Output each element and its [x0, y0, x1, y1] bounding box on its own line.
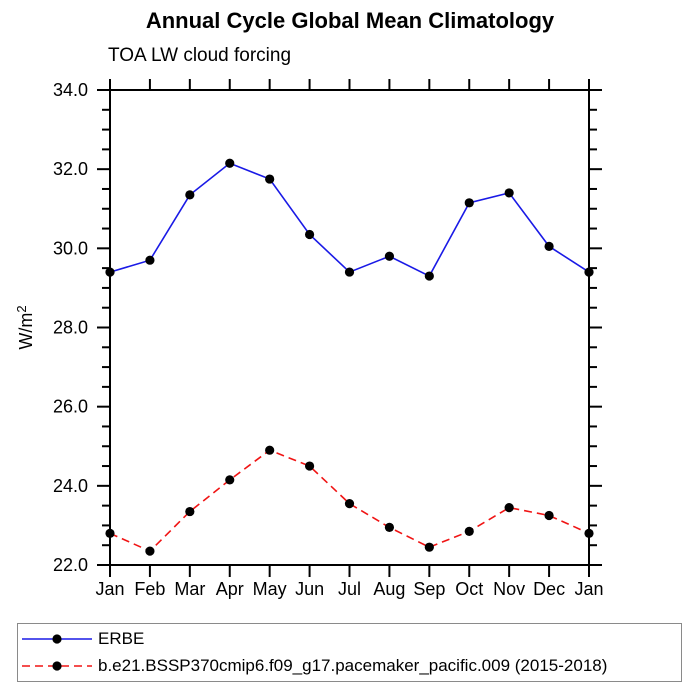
y-tick-label: 28.0: [53, 318, 88, 338]
y-tick-label: 26.0: [53, 397, 88, 417]
series-0-data-point: [384, 251, 395, 261]
legend-item-model: b.e21.BSSP370cmip6.f09_g17.pacemaker_pac…: [18, 653, 681, 680]
series-0-data-point: [424, 271, 434, 281]
legend-sample-marker: [52, 661, 62, 671]
x-tick-label: Dec: [533, 579, 565, 599]
series-1-data-point: [424, 542, 434, 552]
plot-border: [109, 89, 590, 566]
x-tick-label: Nov: [493, 579, 525, 599]
x-tick-label: Jul: [338, 579, 361, 599]
series-0-data-point: [464, 198, 474, 208]
series-0-data-point: [304, 229, 315, 240]
legend-box: ERBE b.e21.BSSP370cmip6.f09_g17.pacemake…: [17, 623, 682, 682]
chart-subtitle: TOA LW cloud forcing: [108, 45, 292, 66]
series-1-data-point: [344, 499, 355, 509]
x-tick-label: Jan: [574, 579, 603, 599]
x-tick-label: Mar: [174, 579, 205, 599]
x-tick-label: Aug: [373, 579, 405, 599]
series-0-data-point: [105, 267, 115, 277]
x-tick-label: Sep: [413, 579, 445, 599]
legend-label-model: b.e21.BSSP370cmip6.f09_g17.pacemaker_pac…: [98, 656, 608, 675]
series-1-data-point: [265, 445, 275, 455]
y-axis-label-superscript: 2: [14, 305, 29, 312]
legend-line-sample-erbe: [22, 634, 92, 644]
x-tick-label: Jun: [295, 579, 324, 599]
series-0-data-point: [225, 158, 235, 168]
series-line-0: [109, 162, 590, 278]
y-tick-label: 24.0: [53, 476, 88, 496]
legend-sample-marker: [52, 634, 62, 644]
series-0-data-point: [265, 174, 275, 184]
series-1-data-point: [504, 503, 514, 513]
x-tick-label: Jan: [95, 579, 124, 599]
series-0-data-point: [185, 190, 195, 200]
series-1-data-point: [105, 528, 115, 538]
series-1-data-point: [304, 461, 315, 471]
y-tick-label: 30.0: [53, 238, 88, 258]
legend-item-erbe: ERBE: [18, 626, 681, 653]
series-1-data-point: [584, 528, 594, 538]
series-1-data-point: [464, 526, 474, 536]
x-tick-label: Apr: [216, 579, 244, 599]
series-0-data-point: [544, 241, 554, 251]
legend-label-erbe: ERBE: [98, 629, 145, 648]
legend-line-sample-model: [22, 661, 92, 671]
y-tick-label: 32.0: [53, 159, 88, 179]
series-1-data-point: [544, 510, 554, 521]
series-1-data-point: [225, 475, 235, 485]
series-1-data-point: [185, 506, 195, 517]
series-1-data-point: [145, 546, 155, 556]
y-tick-label: 34.0: [53, 80, 88, 100]
series-0-data-point: [584, 267, 594, 277]
y-axis-label: W/m2: [14, 305, 36, 349]
series-0-data-point: [344, 267, 355, 277]
series-0-data-point: [504, 188, 514, 198]
series-0-data-point: [145, 255, 155, 265]
x-tick-label: May: [253, 579, 287, 599]
y-tick-label: 22.0: [53, 555, 88, 575]
x-tick-label: Feb: [134, 579, 165, 599]
series-1-data-point: [384, 522, 395, 532]
chart-title: Annual Cycle Global Mean Climatology: [145, 8, 555, 33]
plot-area: 22.0 24.0 26.0 28.0 30.0 32.0 34.0 Jan Feb Mar Apr…: [14, 79, 604, 599]
x-tick-label: Oct: [455, 579, 483, 599]
